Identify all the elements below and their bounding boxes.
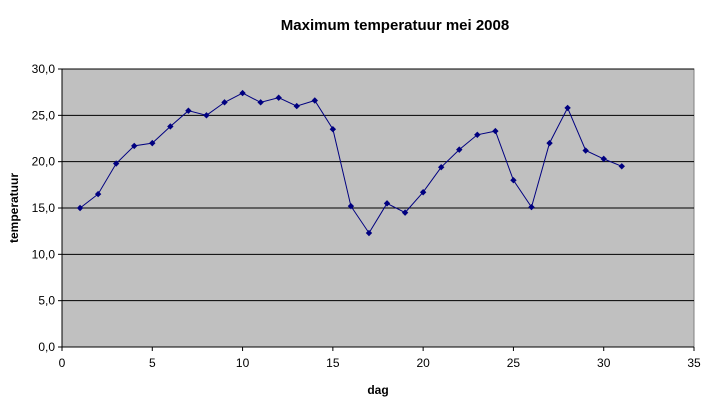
y-tick-label-2: 10,0 <box>32 247 56 261</box>
data-point-17 <box>365 229 373 237</box>
y-tick-label-3: 15,0 <box>32 201 56 215</box>
data-point-5 <box>149 139 156 147</box>
y-tick-label-6: 30,0 <box>32 62 56 76</box>
data-point-22 <box>456 146 463 153</box>
series-group <box>76 89 625 237</box>
y-tick-label-1: 5,0 <box>38 294 55 308</box>
data-point-7 <box>185 107 192 114</box>
x-axis-label: dag <box>367 383 388 397</box>
data-point-29 <box>582 147 589 154</box>
data-point-24 <box>492 127 499 135</box>
x-tick-label-5: 25 <box>507 356 521 370</box>
y-axis-ticks: 0,0 5,0 10,0 15,0 20,0 25,0 30,0 <box>32 62 62 354</box>
data-point-1 <box>76 204 84 212</box>
data-point-16 <box>347 202 355 210</box>
x-tick-label-2: 10 <box>236 356 250 370</box>
y-tick-label-5: 25,0 <box>32 108 56 122</box>
data-point-6 <box>167 123 174 130</box>
data-point-18 <box>383 200 391 207</box>
x-tick-label-3: 15 <box>326 356 340 370</box>
data-point-25 <box>510 177 517 184</box>
x-tick-label-6: 30 <box>597 356 611 370</box>
chart-title: Maximum temperatuur mei 2008 <box>281 17 509 34</box>
y-tick-label-0: 0,0 <box>38 340 55 354</box>
data-point-4 <box>131 142 138 150</box>
data-point-21 <box>438 164 445 171</box>
data-point-13 <box>293 102 300 110</box>
data-point-9 <box>221 99 228 106</box>
data-point-2 <box>94 190 102 198</box>
data-point-27 <box>546 139 553 147</box>
x-tick-label-4: 20 <box>416 356 430 370</box>
x-tick-label-0: 0 <box>59 356 66 370</box>
grid-lines <box>62 68 694 302</box>
x-tick-label-7: 35 <box>687 356 701 370</box>
data-point-31 <box>618 163 625 170</box>
data-point-12 <box>275 94 282 101</box>
y-tick-label-4: 20,0 <box>32 155 56 169</box>
data-point-30 <box>600 155 607 163</box>
data-point-23 <box>474 131 481 138</box>
data-point-20 <box>419 189 427 196</box>
data-point-11 <box>257 99 264 106</box>
data-point-28 <box>564 104 571 112</box>
data-point-26 <box>528 203 535 211</box>
y-axis-label: temperatuur <box>7 173 21 243</box>
data-point-19 <box>401 209 409 216</box>
x-tick-label-1: 5 <box>149 356 156 370</box>
data-point-14 <box>311 97 318 104</box>
x-axis-ticks: 0 5 10 15 20 25 30 35 <box>59 347 701 370</box>
data-point-15 <box>329 126 337 133</box>
data-point-10 <box>239 89 246 97</box>
data-point-8 <box>203 112 210 119</box>
data-point-3 <box>112 160 120 167</box>
